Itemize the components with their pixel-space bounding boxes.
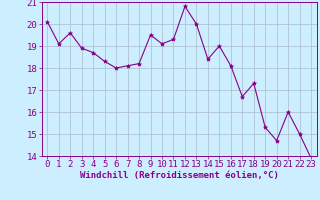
X-axis label: Windchill (Refroidissement éolien,°C): Windchill (Refroidissement éolien,°C) [80,171,279,180]
